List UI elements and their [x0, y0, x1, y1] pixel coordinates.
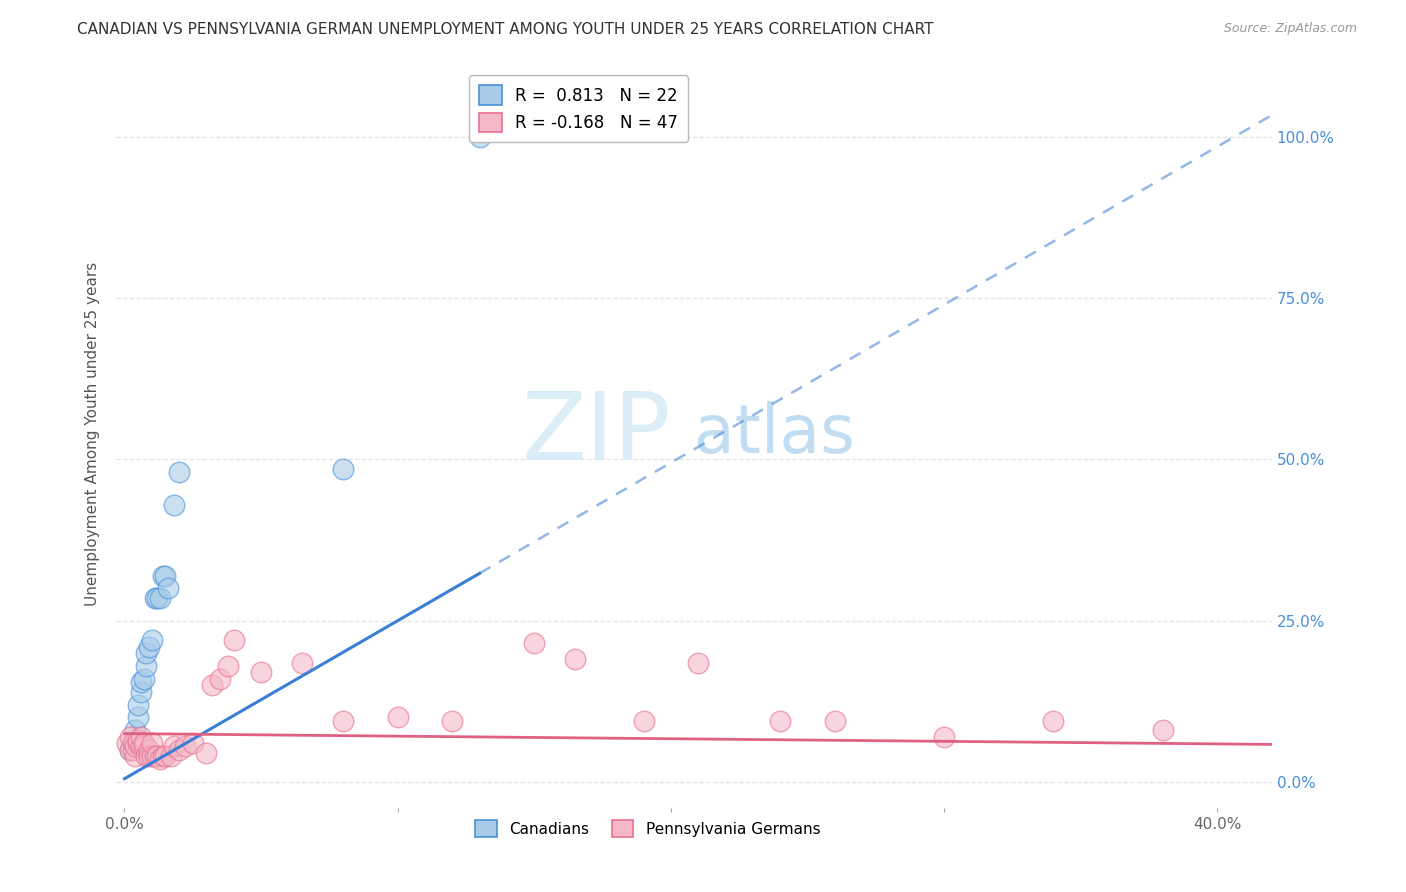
- Point: [769, 714, 792, 728]
- Point: [121, 736, 143, 750]
- Point: [129, 675, 152, 690]
- Point: [129, 684, 152, 698]
- Point: [121, 736, 143, 750]
- Point: [167, 466, 190, 480]
- Point: [824, 714, 846, 728]
- Point: [124, 723, 146, 738]
- Point: [132, 739, 155, 754]
- Point: [332, 714, 354, 728]
- Point: [291, 656, 314, 670]
- Point: [138, 749, 160, 764]
- Point: [141, 749, 163, 764]
- Point: [523, 636, 546, 650]
- Point: [387, 710, 409, 724]
- Point: [135, 646, 157, 660]
- Point: [115, 736, 138, 750]
- Y-axis label: Unemployment Among Youth under 25 years: Unemployment Among Youth under 25 years: [86, 261, 100, 606]
- Point: [124, 749, 146, 764]
- Point: [181, 736, 204, 750]
- Point: [141, 633, 163, 648]
- Point: [222, 633, 245, 648]
- Point: [143, 749, 166, 764]
- Point: [138, 640, 160, 654]
- Point: [152, 749, 174, 764]
- Point: [688, 656, 710, 670]
- Point: [118, 742, 141, 756]
- Point: [132, 736, 155, 750]
- Text: CANADIAN VS PENNSYLVANIA GERMAN UNEMPLOYMENT AMONG YOUTH UNDER 25 YEARS CORRELAT: CANADIAN VS PENNSYLVANIA GERMAN UNEMPLOY…: [77, 22, 934, 37]
- Point: [138, 742, 160, 756]
- Point: [127, 698, 149, 712]
- Point: [1042, 714, 1064, 728]
- Point: [157, 582, 180, 596]
- Point: [152, 568, 174, 582]
- Point: [141, 736, 163, 750]
- Point: [468, 130, 491, 145]
- Point: [201, 678, 224, 692]
- Point: [143, 591, 166, 606]
- Point: [118, 730, 141, 744]
- Text: ZIP: ZIP: [522, 388, 671, 480]
- Point: [564, 652, 586, 666]
- Point: [129, 730, 152, 744]
- Point: [209, 672, 232, 686]
- Text: atlas: atlas: [695, 401, 855, 467]
- Point: [155, 749, 177, 764]
- Point: [441, 714, 464, 728]
- Point: [149, 591, 172, 606]
- Point: [250, 665, 273, 680]
- Point: [135, 749, 157, 764]
- Point: [135, 658, 157, 673]
- Point: [146, 749, 169, 764]
- Point: [129, 739, 152, 754]
- Point: [118, 742, 141, 756]
- Point: [932, 730, 955, 744]
- Text: Source: ZipAtlas.com: Source: ZipAtlas.com: [1223, 22, 1357, 36]
- Point: [163, 498, 186, 512]
- Point: [167, 742, 190, 756]
- Legend: Canadians, Pennsylvania Germans: Canadians, Pennsylvania Germans: [468, 812, 828, 845]
- Point: [155, 568, 177, 582]
- Point: [127, 733, 149, 747]
- Point: [124, 739, 146, 754]
- Point: [332, 462, 354, 476]
- Point: [127, 736, 149, 750]
- Point: [149, 752, 172, 766]
- Point: [127, 710, 149, 724]
- Point: [132, 672, 155, 686]
- Point: [121, 742, 143, 756]
- Point: [146, 591, 169, 606]
- Point: [217, 658, 239, 673]
- Point: [1152, 723, 1174, 738]
- Point: [160, 749, 183, 764]
- Point: [173, 739, 195, 754]
- Point: [163, 739, 186, 754]
- Point: [195, 746, 218, 760]
- Point: [633, 714, 655, 728]
